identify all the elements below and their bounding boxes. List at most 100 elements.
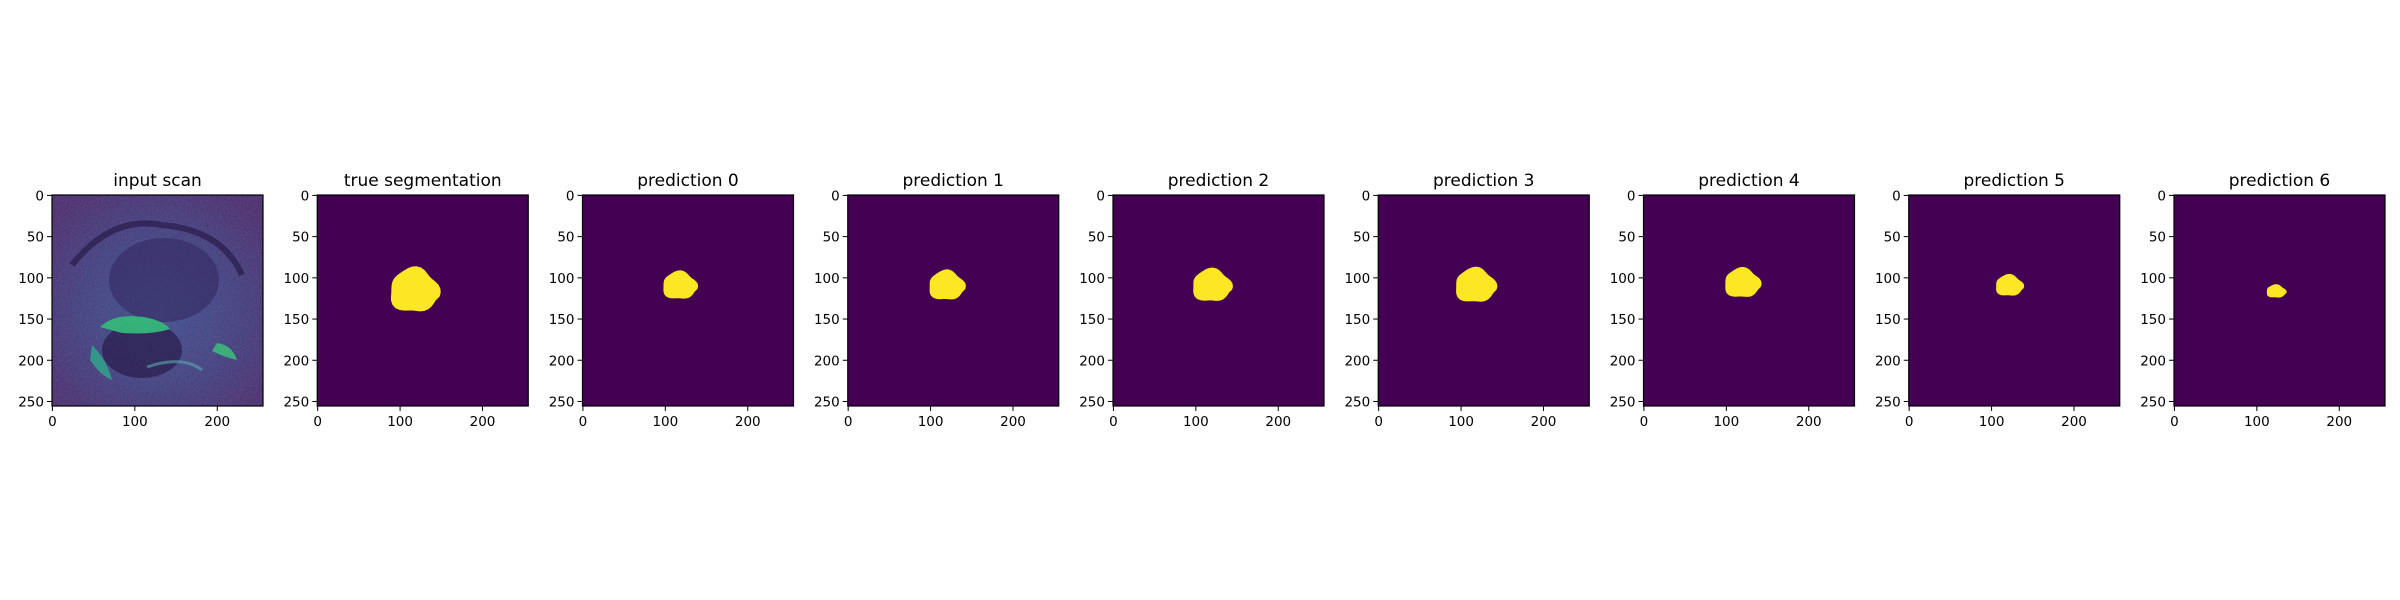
y-tick-label: 150: [549, 312, 575, 328]
y-tick-label: 100: [549, 271, 575, 287]
segmentation-mask: [1996, 273, 2025, 296]
panel-5: prediction 2 0 100 200 0 50 100 150 200 250: [1079, 171, 1325, 430]
y-tick-label: 100: [1344, 271, 1370, 287]
y-tick-label: 0: [1627, 188, 1636, 204]
x-tick-label: 200: [1000, 414, 1026, 430]
y-tick-label: 250: [1079, 394, 1105, 410]
y-tick-label: 50: [1884, 230, 1901, 246]
segmentation-mask: [391, 266, 441, 312]
x-tick-label: 0: [1109, 414, 1118, 430]
panel-6: prediction 3 0 100 200 0 50 100 150 200 250: [1344, 171, 1590, 430]
panel-title: prediction 0: [637, 171, 739, 191]
panel-title: true segmentation: [344, 171, 502, 191]
y-tick-label: 100: [1610, 271, 1636, 287]
segmentation-image: [317, 195, 529, 406]
x-tick-label: 200: [1265, 414, 1291, 430]
y-tick-label: 100: [2140, 271, 2166, 287]
y-tick-label: 0: [2157, 188, 2166, 204]
y-tick-label: 50: [557, 230, 574, 246]
y-tick-label: 150: [2140, 312, 2166, 328]
segmentation-image: [1378, 195, 1590, 406]
y-tick-label: 150: [1344, 312, 1370, 328]
y-tick-label: 200: [1610, 353, 1636, 369]
y-tick-label: 200: [2140, 353, 2166, 369]
segmentation-image: [1908, 195, 2120, 406]
y-tick-label: 250: [1344, 394, 1370, 410]
y-tick-label: 0: [301, 188, 310, 204]
y-tick-label: 100: [1079, 271, 1105, 287]
panel-title: prediction 3: [1433, 171, 1535, 191]
panel-7: prediction 4 0 100 200 0 50 100 150 200 250: [1610, 171, 1856, 430]
x-tick-label: 100: [2244, 414, 2270, 430]
panel-title: prediction 6: [2229, 171, 2331, 191]
x-tick-label: 0: [1640, 414, 1649, 430]
panel-2: true segmentation 0 100 200 0 50 100 150 200 250: [283, 171, 529, 430]
y-tick-label: 150: [814, 312, 840, 328]
segmentation-mask: [1193, 267, 1233, 301]
y-tick-label: 0: [566, 188, 575, 204]
x-tick-label: 100: [1448, 414, 1474, 430]
y-tick-label: 250: [549, 394, 575, 410]
segmentation-mask: [929, 269, 966, 300]
y-tick-label: 150: [1875, 312, 1901, 328]
x-tick-label: 0: [313, 414, 322, 430]
y-tick-label: 0: [1892, 188, 1901, 204]
panel-title: prediction 4: [1698, 171, 1800, 191]
y-tick-label: 250: [814, 394, 840, 410]
panel-title: prediction 5: [1963, 171, 2065, 191]
y-tick-label: 50: [1618, 230, 1635, 246]
y-tick-label: 150: [18, 312, 44, 328]
segmentation-mask: [663, 270, 699, 299]
y-tick-label: 250: [283, 394, 309, 410]
y-tick-label: 50: [2149, 230, 2166, 246]
y-tick-label: 200: [1344, 353, 1370, 369]
panel-8: prediction 5 0 100 200 0 50 100 150 200 250: [1875, 171, 2121, 430]
segmentation-mask: [1725, 266, 1762, 297]
x-tick-label: 0: [579, 414, 588, 430]
y-tick-label: 0: [1096, 188, 1105, 204]
panel-3: prediction 0 0 100 200 0 50 100 150 200 250: [549, 171, 795, 430]
segmentation-image: [1643, 195, 1855, 406]
y-tick-label: 100: [1875, 271, 1901, 287]
x-tick-label: 0: [2170, 414, 2179, 430]
segmentation-image: [1113, 195, 1324, 406]
x-tick-label: 200: [2326, 414, 2352, 430]
x-tick-label: 100: [122, 414, 148, 430]
y-tick-label: 150: [1610, 312, 1636, 328]
x-tick-label: 0: [48, 414, 57, 430]
y-tick-label: 200: [18, 353, 44, 369]
x-tick-label: 200: [1796, 414, 1822, 430]
panel-1: input scan 0 100 200 0 50 100 150 200 250: [18, 171, 264, 430]
y-tick-label: 250: [18, 394, 44, 410]
x-tick-label: 100: [1713, 414, 1739, 430]
y-tick-label: 0: [35, 188, 44, 204]
x-tick-label: 200: [1531, 414, 1557, 430]
x-tick-label: 0: [1905, 414, 1914, 430]
x-tick-label: 100: [387, 414, 413, 430]
y-tick-label: 50: [1353, 230, 1370, 246]
y-tick-label: 200: [814, 353, 840, 369]
y-tick-label: 200: [549, 353, 575, 369]
x-tick-label: 200: [735, 414, 761, 430]
y-tick-label: 200: [1079, 353, 1105, 369]
segmentation-mask: [1456, 266, 1498, 302]
y-tick-label: 150: [283, 312, 309, 328]
y-tick-label: 250: [2140, 394, 2166, 410]
y-tick-label: 50: [1088, 230, 1105, 246]
y-tick-label: 250: [1610, 394, 1636, 410]
y-tick-label: 50: [823, 230, 840, 246]
mri-scan-image: [52, 195, 263, 406]
y-tick-label: 200: [283, 353, 309, 369]
segmentation-image: [582, 195, 794, 406]
y-tick-label: 150: [1079, 312, 1105, 328]
y-tick-label: 50: [27, 230, 44, 246]
x-tick-label: 100: [1183, 414, 1209, 430]
y-tick-label: 250: [1875, 394, 1901, 410]
x-tick-label: 200: [470, 414, 496, 430]
x-tick-label: 200: [204, 414, 230, 430]
x-tick-label: 100: [918, 414, 944, 430]
segmentation-mask: [2266, 284, 2287, 298]
segmentation-image: [2174, 195, 2385, 406]
y-tick-label: 200: [1875, 353, 1901, 369]
